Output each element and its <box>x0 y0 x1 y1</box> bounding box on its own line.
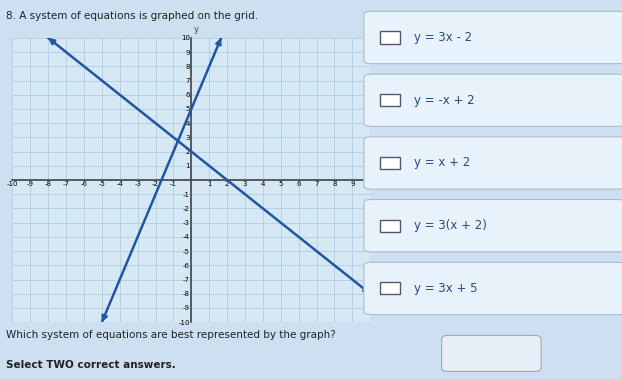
Text: y = -x + 2: y = -x + 2 <box>414 94 475 107</box>
Text: y = 3x + 5: y = 3x + 5 <box>414 282 478 295</box>
Text: Clear All: Clear All <box>468 348 514 358</box>
Text: x: x <box>375 169 380 178</box>
Text: y = 3(x + 2): y = 3(x + 2) <box>414 219 487 232</box>
Text: 8. A system of equations is graphed on the grid.: 8. A system of equations is graphed on t… <box>6 11 258 21</box>
Text: Select TWO correct answers.: Select TWO correct answers. <box>6 360 176 370</box>
Text: y = x + 2: y = x + 2 <box>414 157 470 169</box>
Text: y: y <box>194 25 199 34</box>
Text: y = 3x - 2: y = 3x - 2 <box>414 31 472 44</box>
Text: Which system of equations are best represented by the graph?: Which system of equations are best repre… <box>6 330 336 340</box>
